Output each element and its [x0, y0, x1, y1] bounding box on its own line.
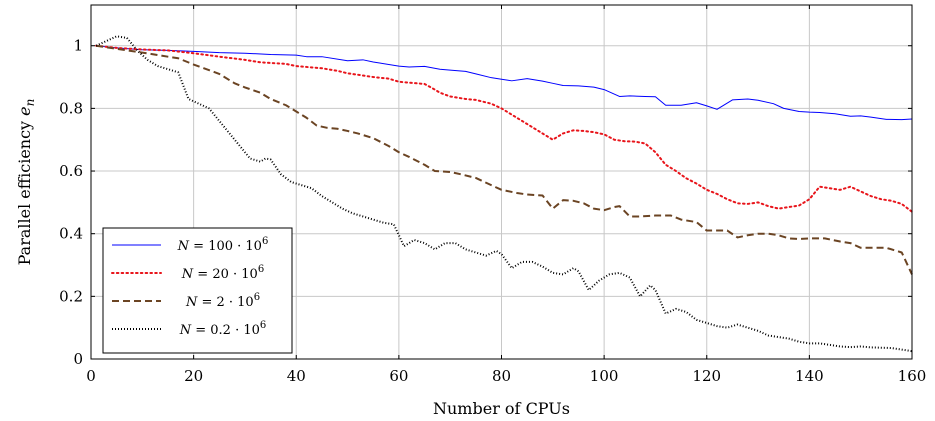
- series-line-2: [95, 44, 913, 213]
- x-tick-label: 20: [184, 367, 203, 385]
- legend-label-text: = 2 · 10: [197, 295, 253, 310]
- legend-label-text: = 0.2 · 10: [191, 323, 260, 338]
- legend-label-symbol: N: [177, 239, 190, 254]
- x-tick-label: 160: [898, 367, 927, 385]
- legend-label-4: N = 0.2 · 106: [179, 320, 267, 338]
- y-axis-label-symbol: e: [15, 106, 34, 115]
- y-tick-label: 0.6: [59, 162, 83, 180]
- y-axis-label-subscript: n: [23, 99, 37, 107]
- y-tick-label: 0.2: [59, 287, 83, 305]
- legend-label-symbol: N: [181, 267, 194, 282]
- y-tick-label: 1: [73, 37, 83, 55]
- axis-ticks: [90, 5, 913, 360]
- x-tick-label: 120: [692, 367, 721, 385]
- legend-label-symbol: N: [179, 323, 192, 338]
- legend-label-exponent: 6: [260, 320, 266, 331]
- x-tick-label: 0: [86, 367, 96, 385]
- y-tick-label: 0.8: [59, 99, 83, 117]
- x-axis-label: Number of CPUs: [433, 399, 570, 418]
- legend-label-exponent: 6: [262, 236, 268, 247]
- x-tick-labels: 0 20 40 60 80 100 120 140 160: [86, 367, 926, 385]
- y-tick-labels: 0 0.2 0.4 0.6 0.8 1: [59, 37, 83, 368]
- legend-label-exponent: 6: [258, 264, 264, 275]
- legend-label-1: N = 100 · 106: [177, 236, 269, 254]
- legend-label-text: = 100 · 10: [189, 239, 262, 254]
- y-tick-label: 0.4: [59, 225, 83, 243]
- legend-label-symbol: N: [185, 295, 198, 310]
- legend-label-exponent: 6: [254, 292, 260, 303]
- series-lines: [95, 35, 913, 353]
- series-line-1: [96, 45, 913, 121]
- y-axis-label: Parallel efficiency en: [15, 99, 37, 266]
- series-line-3: [95, 44, 913, 275]
- x-tick-label: 80: [492, 367, 511, 385]
- series-line-4: [95, 35, 913, 353]
- x-tick-label: 100: [590, 367, 619, 385]
- x-tick-label: 60: [389, 367, 408, 385]
- legend-label-3: N = 2 · 106: [185, 292, 260, 310]
- legend-label-2: N = 20 · 106: [181, 264, 264, 282]
- y-tick-label: 0: [73, 350, 83, 368]
- legend-box: [102, 227, 293, 354]
- legend-label-text: = 20 · 10: [193, 267, 258, 282]
- y-axis-label-text: Parallel efficiency: [15, 116, 34, 266]
- x-tick-label: 140: [795, 367, 824, 385]
- x-tick-label: 40: [287, 367, 306, 385]
